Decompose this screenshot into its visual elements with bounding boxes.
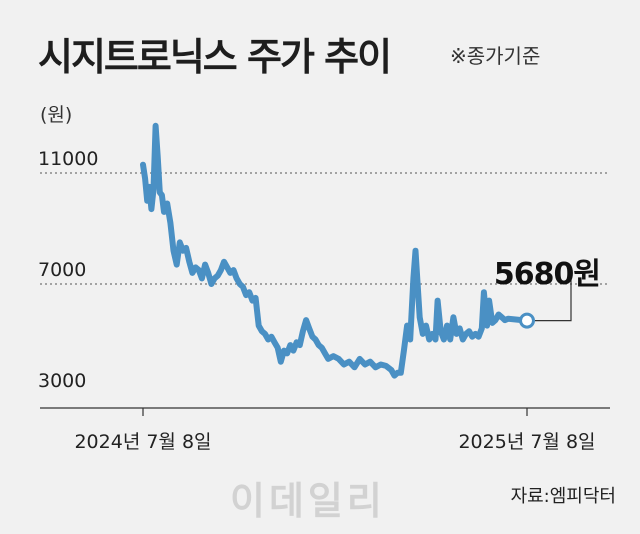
axis-layer xyxy=(40,407,610,416)
y-axis-unit: (원) xyxy=(40,104,73,126)
last-point-marker xyxy=(519,312,535,329)
x-tick-label-0: 2024년 7월 8일 xyxy=(74,431,211,453)
price-basis-note: ※종가기준 xyxy=(450,44,541,68)
x-tick-label-1: 2025년 7월 8일 xyxy=(458,431,595,453)
y-tick-label-7000: 7000 xyxy=(38,259,86,281)
y-tick-label-3000: 3000 xyxy=(38,370,86,392)
watermark-logo: 이데일리 xyxy=(230,479,386,523)
last-point-leader-line xyxy=(535,276,572,322)
data-source: 자료:엠피닥터 xyxy=(510,486,616,507)
y-tick-label-11000: 11000 xyxy=(38,148,98,170)
last-point-label: 5680원 xyxy=(494,257,600,292)
chart-title: 시지트로닉스 주가 추이 xyxy=(38,35,392,79)
series-line-0 xyxy=(140,122,530,379)
grid-layer xyxy=(40,172,610,285)
label-layer: 11000 7000 3000 2024년 7월 8일 2025년 7월 8일 5680원 xyxy=(38,148,601,453)
series-layer xyxy=(140,122,530,379)
